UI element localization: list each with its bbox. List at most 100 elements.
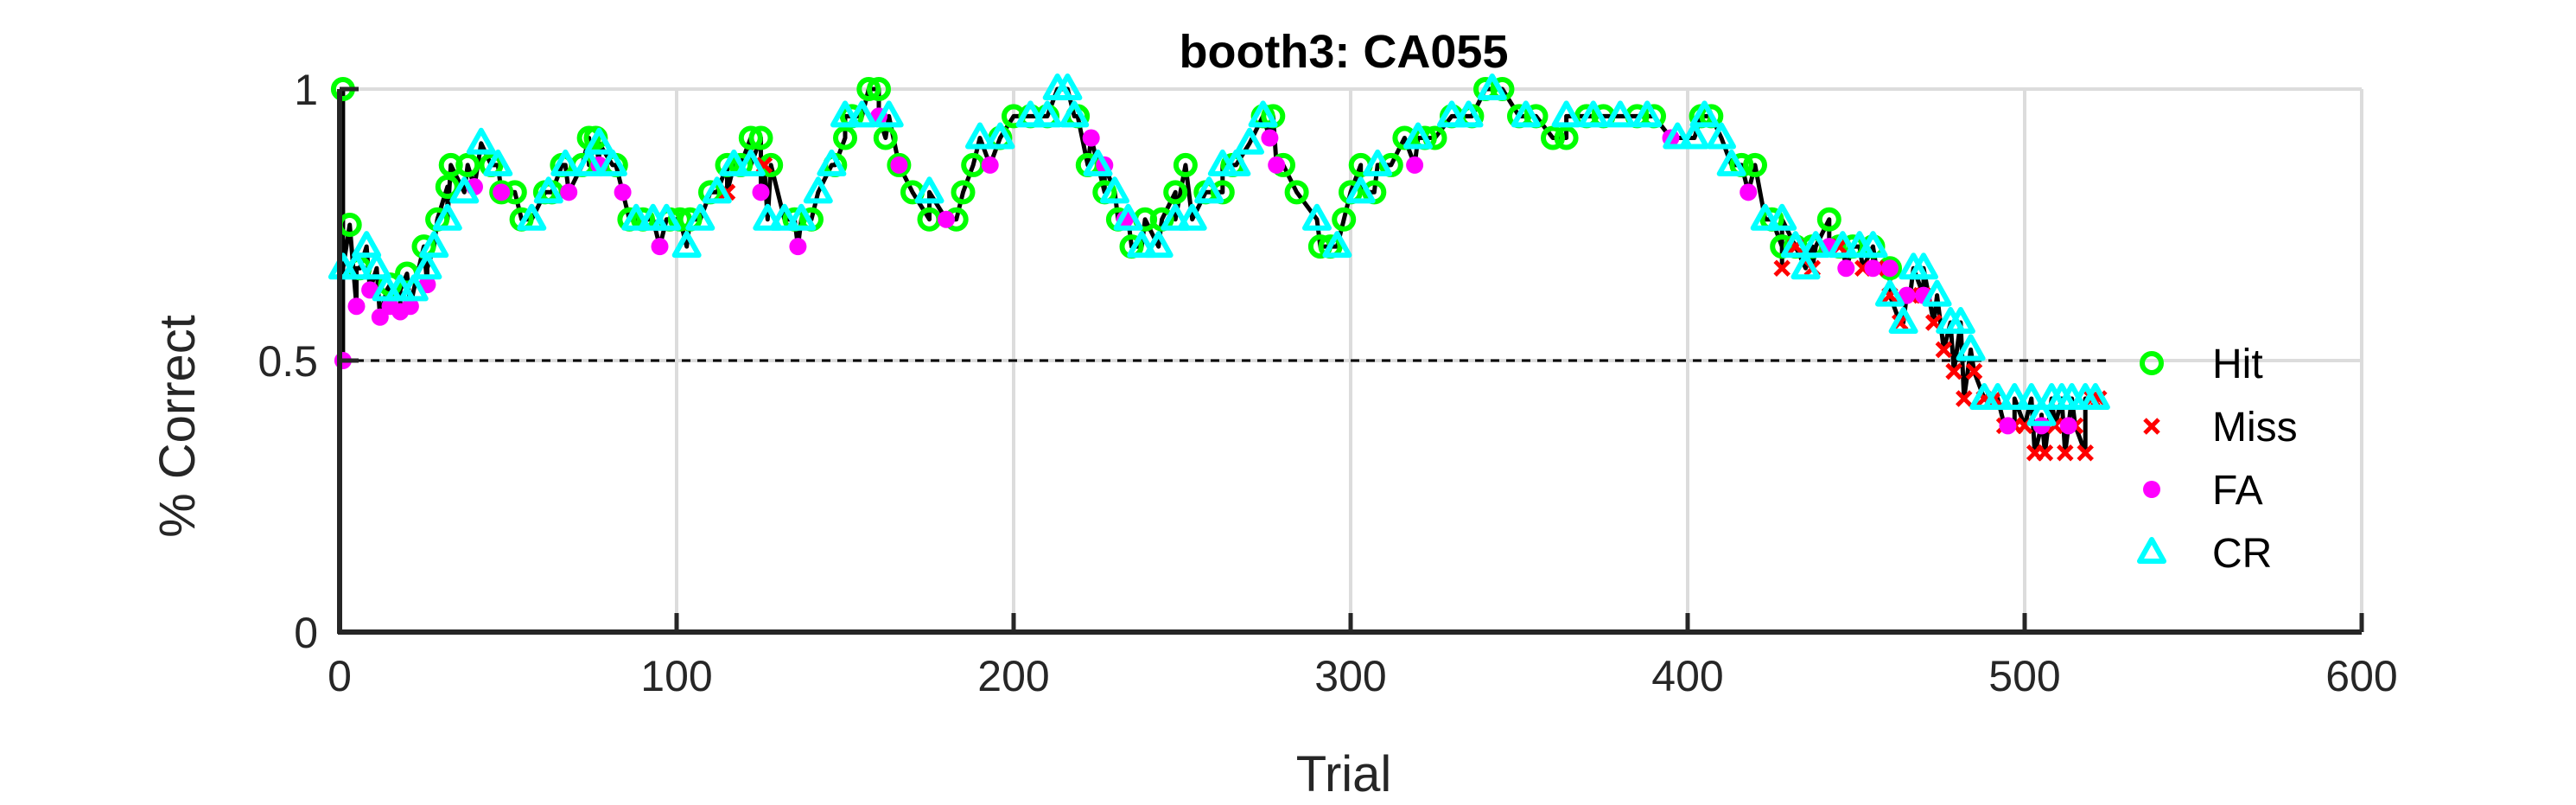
cr-point bbox=[1909, 252, 1938, 280]
cr-point bbox=[1956, 334, 1986, 361]
miss-point bbox=[1773, 259, 1790, 278]
fa-point bbox=[560, 183, 578, 201]
cr-point bbox=[1875, 279, 1905, 307]
x-tick-label: 500 bbox=[1988, 652, 2060, 700]
fa-point bbox=[938, 210, 955, 228]
cr-point bbox=[1161, 203, 1191, 231]
fa-point bbox=[614, 183, 632, 201]
cr-point bbox=[1945, 307, 1975, 335]
fa-point bbox=[493, 183, 511, 201]
cr-point bbox=[1302, 203, 1332, 231]
cr-point bbox=[574, 149, 604, 176]
cr-point bbox=[1177, 203, 1207, 231]
miss-point bbox=[1956, 390, 1973, 407]
cr-point bbox=[1551, 100, 1581, 128]
hit-point bbox=[833, 125, 857, 150]
cr-point bbox=[1363, 149, 1393, 176]
cr-point bbox=[719, 149, 749, 176]
cr-point bbox=[1453, 100, 1484, 128]
cr-point bbox=[341, 252, 372, 280]
cr-point bbox=[1707, 122, 1736, 150]
cr-point bbox=[412, 252, 442, 280]
cr-point bbox=[1828, 231, 1858, 259]
cr-point bbox=[1033, 100, 1062, 128]
fa-point bbox=[1406, 156, 1424, 174]
fa-point bbox=[1864, 259, 1882, 278]
hit-point bbox=[1284, 180, 1309, 205]
fa-point bbox=[1999, 417, 2017, 435]
cr-point bbox=[735, 149, 766, 176]
hit-point bbox=[1332, 207, 1357, 232]
fa-point bbox=[347, 297, 366, 316]
hit-point bbox=[455, 152, 480, 177]
fa-point bbox=[1740, 183, 1758, 201]
legend-miss-label: Miss bbox=[2212, 405, 2298, 450]
cr-point bbox=[432, 203, 462, 231]
hit-point bbox=[1163, 180, 1188, 205]
cr-point bbox=[1403, 122, 1433, 150]
cr-point bbox=[597, 149, 627, 176]
cr-point bbox=[533, 176, 563, 204]
fa-point bbox=[401, 297, 419, 316]
cr-point bbox=[1767, 203, 1797, 231]
cr-point bbox=[753, 203, 783, 231]
cr-point bbox=[1127, 231, 1157, 259]
cr-point bbox=[1606, 100, 1635, 128]
cr-point bbox=[1113, 203, 1143, 231]
cr-point bbox=[466, 127, 496, 155]
axes bbox=[337, 86, 2364, 635]
legend-miss-marker bbox=[2143, 418, 2160, 435]
hit-point bbox=[1816, 207, 1841, 232]
cr-point bbox=[1679, 122, 1709, 150]
x-tick-label: 300 bbox=[1314, 652, 1386, 700]
hit-point bbox=[856, 77, 881, 101]
cr-point bbox=[1663, 122, 1693, 150]
miss-point bbox=[1945, 362, 1962, 380]
hit-point bbox=[435, 175, 460, 200]
cr-point bbox=[1716, 149, 1746, 176]
fa-point bbox=[789, 238, 807, 256]
fa-point bbox=[1261, 129, 1279, 147]
cr-point bbox=[1437, 100, 1466, 128]
y-tick-label: 1 bbox=[294, 66, 318, 114]
cr-point bbox=[1780, 231, 1810, 259]
cr-point bbox=[1511, 100, 1541, 128]
cr-point bbox=[1750, 203, 1780, 231]
cr-point bbox=[985, 122, 1015, 150]
cr-point bbox=[1689, 100, 1720, 128]
cr-point bbox=[803, 176, 833, 204]
cr-point bbox=[769, 203, 799, 231]
fa-point bbox=[1881, 259, 1899, 278]
legend-cr-label: CR bbox=[2212, 531, 2272, 577]
hit-point bbox=[738, 125, 763, 150]
cr-point bbox=[1322, 231, 1352, 259]
legend-hit-label: Hit bbox=[2212, 342, 2263, 387]
hit-point bbox=[1743, 152, 1767, 177]
chart-title: booth3: CA055 bbox=[1179, 26, 1508, 78]
y-tick-label: 0.5 bbox=[258, 337, 318, 386]
cr-point bbox=[2026, 399, 2057, 426]
fa-point bbox=[1082, 129, 1100, 147]
cr-point bbox=[1345, 176, 1376, 204]
fa-point bbox=[1268, 156, 1286, 174]
miss-point bbox=[2057, 444, 2074, 462]
hit-point bbox=[867, 77, 891, 101]
cr-point bbox=[1801, 231, 1831, 259]
cr-point bbox=[1083, 149, 1113, 176]
cr-point bbox=[1982, 382, 2013, 410]
fa-point bbox=[651, 238, 669, 256]
y-axis-label: % Correct bbox=[149, 315, 206, 538]
cr-point bbox=[685, 203, 716, 231]
x-tick-label: 100 bbox=[640, 652, 712, 700]
cr-point bbox=[361, 252, 391, 280]
cr-point bbox=[1922, 279, 1952, 307]
cr-point bbox=[847, 100, 877, 128]
fa-point bbox=[371, 308, 389, 326]
fa-point bbox=[981, 156, 999, 174]
cr-point bbox=[1143, 231, 1174, 259]
cr-point bbox=[1632, 100, 1663, 128]
cr-point bbox=[1578, 100, 1608, 128]
miss-point bbox=[2036, 444, 2054, 462]
